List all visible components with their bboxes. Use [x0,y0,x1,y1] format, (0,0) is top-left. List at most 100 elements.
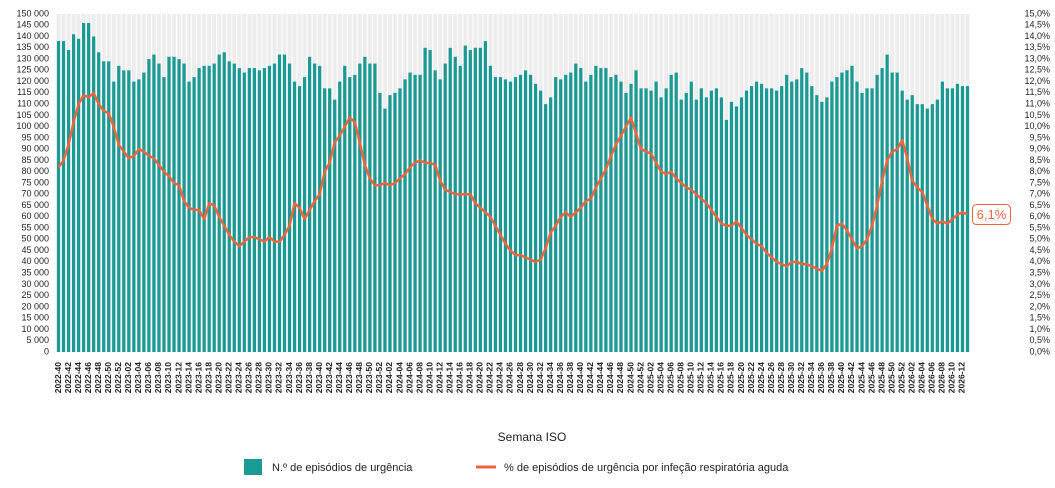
bar [368,63,372,352]
y-tick-label: 5 000 [26,335,49,345]
bar [644,88,648,353]
x-tick-label: 2024-46 [605,362,615,393]
x-tick-label: 2024-12 [434,362,444,393]
bar [654,81,658,352]
bar [689,81,693,352]
bar [428,50,432,352]
x-tick-label: 2022-48 [93,362,103,393]
bar [252,68,256,352]
x-tick-label: 2025-38 [826,362,836,393]
y2-tick-label: 1,0% [1029,324,1050,334]
y2-tick-label: 12,5% [1024,65,1050,75]
bar [287,63,292,352]
x-tick-label: 2023-02 [123,362,133,393]
y-tick-label: 40 000 [21,256,49,266]
y2-tick-label: 9,0% [1029,144,1050,154]
bar [222,52,226,352]
bar [343,65,347,353]
x-tick-label: 2023-32 [274,362,284,393]
bar [76,38,81,352]
y2-tick-label: 11,5% [1025,87,1050,97]
x-tick-label: 2025-48 [876,362,886,393]
bar [237,68,241,352]
x-tick-label: 2024-34 [545,362,555,393]
bar [398,88,402,353]
bar [599,68,603,352]
bar [358,63,362,352]
bar [87,23,91,352]
x-tick-label: 2023-16 [193,362,203,393]
bar [965,86,970,353]
bar [639,88,643,353]
bar [549,97,553,352]
bar [508,81,513,352]
x-tick-label: 2023-40 [314,362,324,393]
bar [739,97,744,352]
x-tick-label: 2023-24 [234,362,244,393]
bar [533,83,538,352]
bar [363,56,367,353]
bar [247,68,251,352]
bar [102,61,106,352]
bar [227,61,231,352]
x-tick-label: 2025-20 [736,362,746,393]
y2-tick-label: 5,5% [1029,222,1050,232]
bar [152,54,156,353]
bar [800,68,804,352]
bar [513,77,518,353]
x-tick-label: 2026-06 [927,362,937,393]
bar [915,104,919,352]
x-tick-label: 2024-36 [555,362,565,393]
x-tick-label: 2023-28 [254,362,264,393]
y-tick-label: 130 000 [16,53,49,63]
x-tick-label: 2023-36 [294,362,304,393]
y2-tick-label: 1,5% [1029,313,1050,323]
x-tick-label: 2024-10 [424,362,434,393]
bar [734,106,739,353]
bar [544,104,548,352]
y-tick-label: 150 000 [16,8,49,18]
x-tick-label: 2024-50 [625,362,635,393]
x-tick-label: 2023-46 [344,362,354,393]
x-tick-label: 2025-22 [746,362,756,393]
bar [137,79,141,352]
bar [955,83,960,352]
bar [172,56,176,353]
y-tick-label: 45 000 [21,245,49,255]
bar [132,81,136,352]
x-tick-label: 2024-14 [444,362,454,393]
x-tick-label: 2025-10 [686,362,696,393]
x-tick-label: 2026-08 [937,362,947,393]
y-tick-label: 65 000 [21,200,49,210]
y2-tick-label: 13,0% [1024,53,1050,63]
y2-tick-label: 5,0% [1029,234,1050,244]
y-tick-label: 120 000 [16,76,49,86]
x-tick-label: 2023-42 [324,362,334,393]
x-tick-label: 2023-26 [244,362,254,393]
bar [940,81,944,352]
bar [925,108,929,352]
bar [92,36,96,353]
bar [845,70,849,352]
bar [127,70,131,352]
bar [61,41,66,352]
y2-tick-label: 12,0% [1024,76,1050,86]
x-tick-label: 2023-38 [304,362,314,393]
bar [604,68,608,352]
y-tick-label: 140 000 [16,31,49,41]
x-tick-label: 2022-50 [103,362,113,393]
y2-tick-label: 7,0% [1029,189,1050,199]
bar [895,72,899,352]
x-tick-label: 2025-44 [856,362,866,393]
bar [780,86,784,353]
x-tick-label: 2025-24 [756,362,766,393]
bar [458,65,462,353]
x-tick-label: 2023-18 [203,362,213,393]
x-tick-label: 2022-52 [113,362,123,393]
bar [192,77,196,353]
bar [393,92,397,352]
bar [473,47,477,353]
y-tick-label: 0 [44,346,49,356]
bar [805,72,809,352]
bar [418,74,422,352]
